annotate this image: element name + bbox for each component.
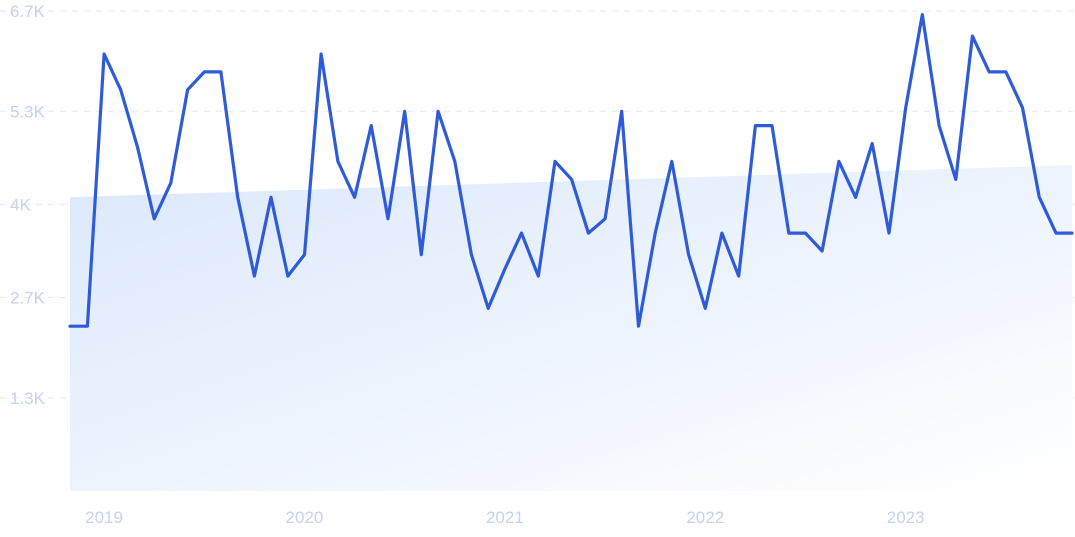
x-axis-labels: 2019 2020 2021 2022 2023 [85,508,924,527]
y-tick-label: 5.3K [10,102,46,121]
y-tick-label: 6.7K [10,2,46,21]
x-tick-label: 2021 [486,508,524,527]
y-tick-label: 2.7K [10,289,46,308]
y-axis-labels: 6.7K 5.3K 4K 2.7K 1.3K [10,2,46,408]
y-tick-label: 1.3K [10,389,46,408]
x-tick-label: 2022 [686,508,724,527]
x-tick-label: 2019 [85,508,123,527]
trend-area [70,165,1072,491]
x-tick-label: 2023 [887,508,925,527]
series-line [68,13,1074,328]
x-tick-label: 2020 [286,508,324,527]
y-tick-label: 4K [10,195,31,214]
